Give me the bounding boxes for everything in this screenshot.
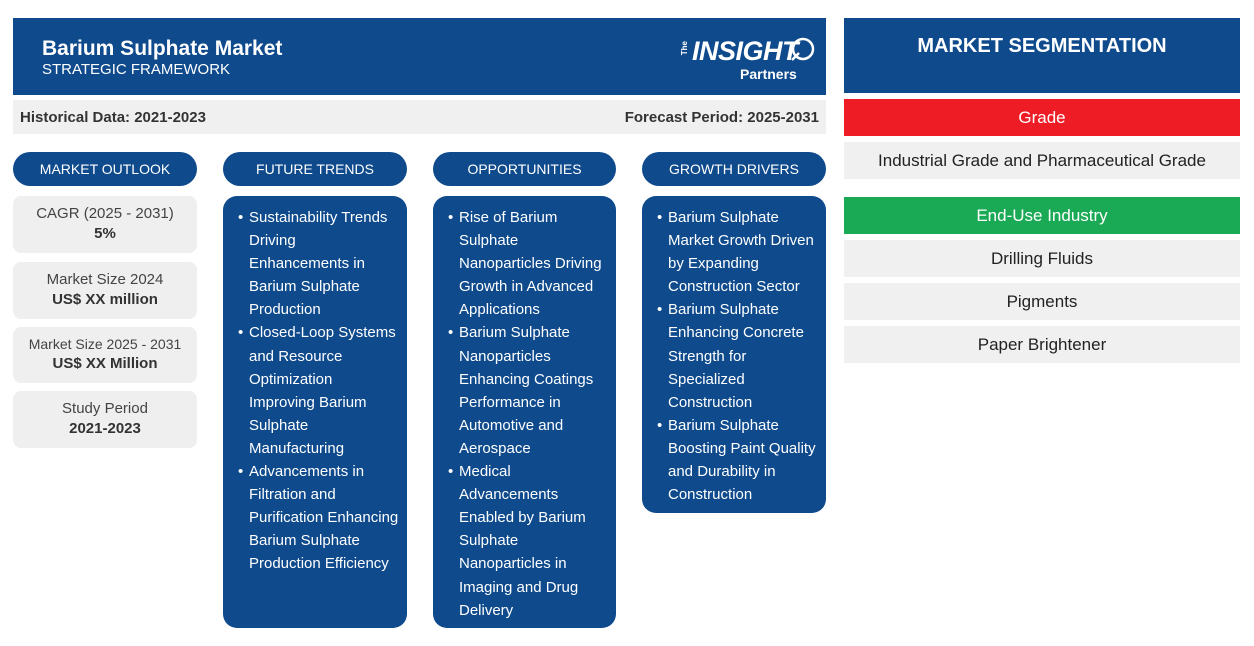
outlook-label: CAGR (2025 - 2031) bbox=[36, 205, 174, 222]
logo-insight: INSIGHT bbox=[692, 36, 799, 66]
segment-item: Drilling Fluids bbox=[844, 240, 1240, 277]
future-trends-list: Sustainability Trends Driving Enhancemen… bbox=[223, 196, 407, 628]
outlook-value: 5% bbox=[94, 225, 116, 242]
list-item: Advancements in Filtration and Purificat… bbox=[238, 460, 399, 575]
report-title: Barium Sulphate Market bbox=[42, 37, 283, 60]
list-item: Medical Advancements Enabled by Barium S… bbox=[448, 460, 608, 622]
segment-grade-heading: Grade bbox=[844, 99, 1240, 136]
future-trends-heading: FUTURE TRENDS bbox=[223, 152, 407, 186]
logo-the: The bbox=[680, 41, 689, 56]
outlook-label: Study Period bbox=[62, 400, 148, 417]
period-bar: Historical Data: 2021-2023 Forecast Peri… bbox=[13, 100, 826, 134]
list-item: Sustainability Trends Driving Enhancemen… bbox=[238, 206, 399, 321]
report-subtitle: STRATEGIC FRAMEWORK bbox=[42, 61, 231, 78]
segment-item: Paper Brightener bbox=[844, 326, 1240, 363]
growth-drivers-heading: GROWTH DRIVERS bbox=[642, 152, 826, 186]
list-item: Rise of Barium Sulphate Nanoparticles Dr… bbox=[448, 206, 608, 321]
list-item: Barium Sulphate Enhancing Concrete Stren… bbox=[657, 298, 818, 413]
report-header: Barium Sulphate Market STRATEGIC FRAMEWO… bbox=[13, 18, 826, 95]
outlook-value: US$ XX Million bbox=[52, 355, 158, 372]
segment-item: Pigments bbox=[844, 283, 1240, 320]
forecast-period: Forecast Period: 2025-2031 bbox=[624, 109, 819, 126]
opportunities-heading: OPPORTUNITIES bbox=[433, 152, 616, 186]
outlook-value: US$ XX million bbox=[52, 291, 158, 308]
market-outlook-heading: MARKET OUTLOOK bbox=[13, 152, 197, 186]
opportunities-list: Rise of Barium Sulphate Nanoparticles Dr… bbox=[433, 196, 616, 628]
historical-period: Historical Data: 2021-2023 bbox=[20, 109, 206, 126]
list-item: Barium Sulphate Boosting Paint Quality a… bbox=[657, 414, 818, 506]
logo-swoosh-icon bbox=[791, 37, 815, 61]
outlook-value: 2021-2023 bbox=[69, 420, 141, 437]
outlook-card-market-size-forecast: Market Size 2025 - 2031 US$ XX Million bbox=[13, 327, 197, 383]
segment-item: Industrial Grade and Pharmaceutical Grad… bbox=[844, 142, 1240, 179]
list-item: Barium Sulphate Nanoparticles Enhancing … bbox=[448, 321, 608, 460]
outlook-label: Market Size 2024 bbox=[46, 271, 164, 288]
logo-partners: Partners bbox=[740, 66, 797, 82]
outlook-card-market-size-2024: Market Size 2024 US$ XX million bbox=[13, 262, 197, 319]
insight-partners-logo: The INSIGHT Partners bbox=[668, 36, 818, 86]
outlook-card-cagr: CAGR (2025 - 2031) 5% bbox=[13, 196, 197, 253]
growth-drivers-list: Barium Sulphate Market Growth Driven by … bbox=[642, 196, 826, 513]
outlook-card-study-period: Study Period 2021-2023 bbox=[13, 391, 197, 448]
list-item: Barium Sulphate Market Growth Driven by … bbox=[657, 206, 818, 298]
list-item: Closed-Loop Systems and Resource Optimiz… bbox=[238, 321, 399, 460]
market-segmentation-heading: MARKET SEGMENTATION bbox=[844, 18, 1240, 93]
segment-end-use-heading: End-Use Industry bbox=[844, 197, 1240, 234]
outlook-label: Market Size 2025 - 2031 bbox=[28, 336, 182, 352]
